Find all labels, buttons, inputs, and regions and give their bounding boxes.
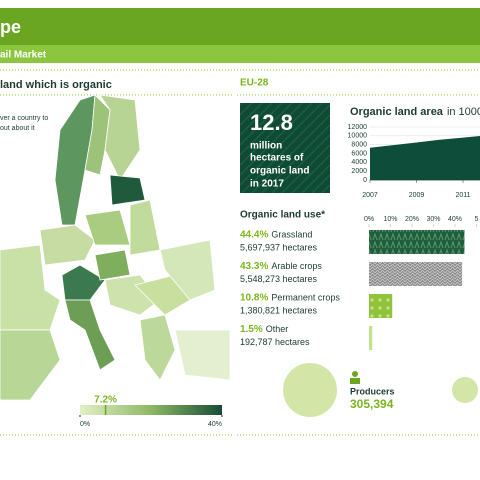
y-tick-label: 0 <box>363 177 367 184</box>
producers-label: Producers <box>350 386 395 396</box>
eu28-heading: EU-28 <box>240 78 269 89</box>
x-tick-label: 2009 <box>409 192 425 199</box>
area-title: Organic land area <box>350 106 444 118</box>
legend-marker-label: 7.2% <box>94 395 117 406</box>
bar-tick-label: 5 <box>475 216 479 223</box>
category-name: Permanent crops <box>271 292 340 302</box>
bar-tick-label: 30% <box>426 216 440 223</box>
y-tick-label: 12000 <box>348 124 368 131</box>
category-name: Arable crops <box>271 261 322 271</box>
legend-gradient <box>80 405 222 415</box>
category-area: 5,548,273 hectares <box>240 274 318 284</box>
bar-tick-label: 0% <box>364 216 374 223</box>
producer-icon <box>350 371 360 384</box>
bar <box>369 262 463 286</box>
header-title: pe <box>0 17 21 37</box>
y-tick-label: 8000 <box>351 142 367 149</box>
share-label: 43.3% <box>240 261 268 272</box>
area <box>370 135 480 180</box>
stat-text: million <box>250 141 282 152</box>
y-tick-label: 6000 <box>351 150 367 157</box>
stat-text: in 2017 <box>250 179 284 190</box>
map-hint: ver a country to <box>0 115 48 122</box>
bar <box>369 230 465 254</box>
producers-value: 305,394 <box>350 397 394 411</box>
category-area: 5,697,937 hectares <box>240 242 318 252</box>
y-tick-label: 4000 <box>351 159 367 166</box>
bar-tick-label: 40% <box>448 216 462 223</box>
bar <box>369 294 393 318</box>
header-subtitle: ail Market <box>0 50 47 61</box>
share-label: 1.5% <box>240 324 263 335</box>
legend-tick-label: 0% <box>80 421 90 428</box>
category-area: 1,380,821 hectares <box>240 305 318 315</box>
category-name: Grassland <box>271 229 312 239</box>
stat-text: organic land <box>250 166 309 177</box>
x-tick-label: 2007 <box>362 192 378 199</box>
y-tick-label: 10000 <box>348 133 368 140</box>
land-use-title: Organic land use* <box>240 210 325 221</box>
category-area: 192,787 hectares <box>240 337 310 347</box>
header-band <box>0 8 480 45</box>
stat-value: 12.8 <box>250 110 293 135</box>
area-unit: in 1000 h <box>447 106 480 118</box>
stat-text: hectares of <box>250 153 304 164</box>
bar <box>369 326 373 350</box>
circle <box>452 377 478 403</box>
map-title: land which is organic <box>0 79 112 91</box>
stat-box <box>240 103 330 193</box>
category-name: Other <box>266 324 289 334</box>
x-tick-label: 2011 <box>455 192 470 199</box>
map-hint: out about it <box>0 125 35 132</box>
map <box>0 94 231 401</box>
y-tick-label: 2000 <box>351 168 367 175</box>
share-label: 44.4% <box>240 230 268 241</box>
legend-tick-label: 40% <box>208 421 222 428</box>
circle <box>283 363 337 417</box>
subheader-band <box>0 45 480 63</box>
share-label: 10.8% <box>240 293 268 304</box>
bar-tick-label: 20% <box>405 216 419 223</box>
bar-tick-label: 10% <box>383 216 397 223</box>
